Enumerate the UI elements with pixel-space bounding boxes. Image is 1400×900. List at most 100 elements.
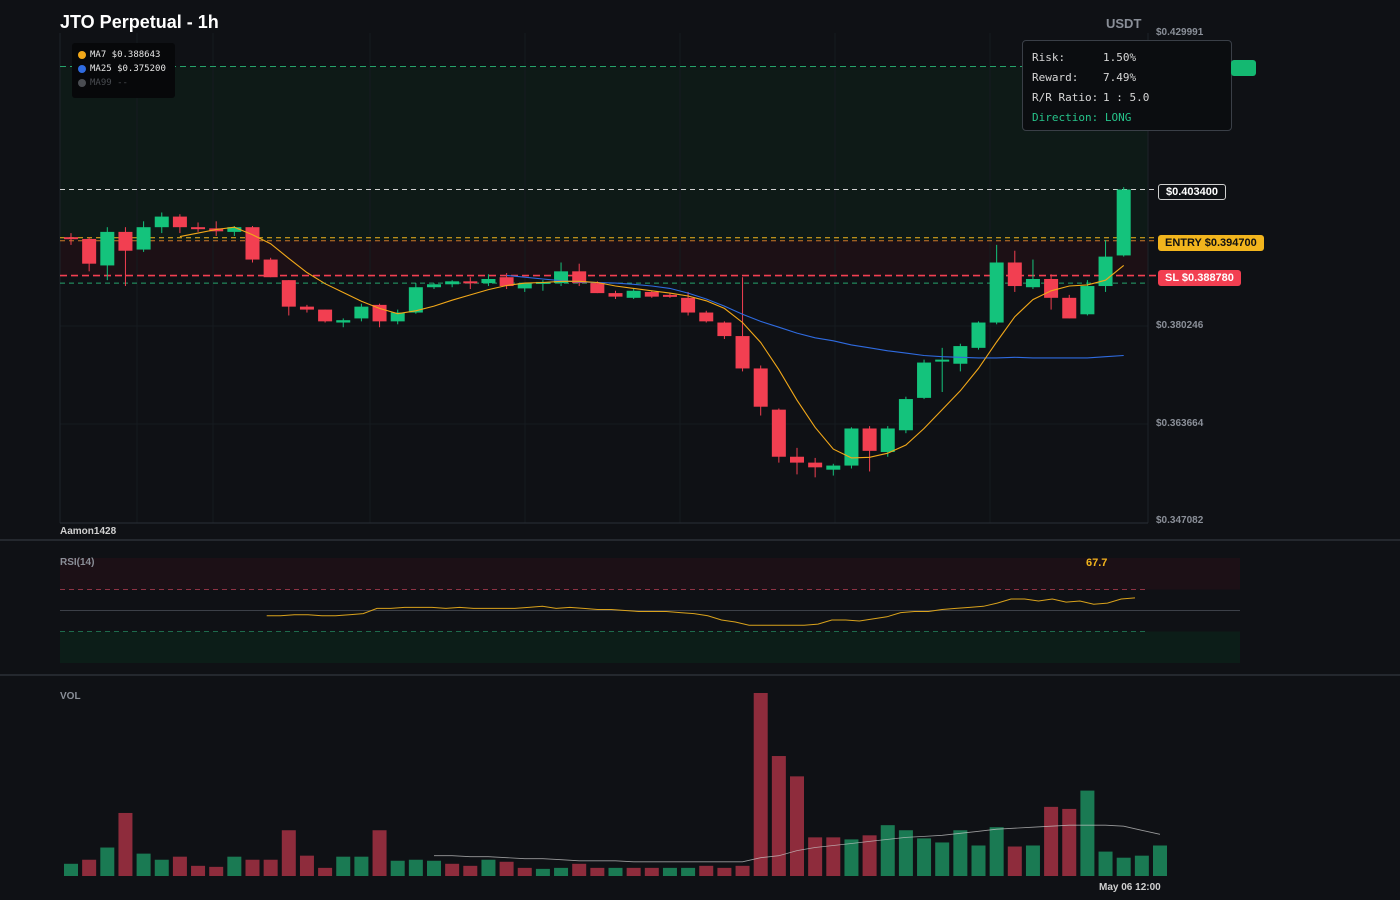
volume-bar: [1025, 845, 1040, 876]
candle-body: [808, 462, 823, 468]
x-tick-label: May 06 12:00: [1099, 882, 1161, 893]
candle-body: [1098, 256, 1113, 287]
legend-ma25: MA25 $0.375200: [78, 62, 175, 76]
volume-bar: [390, 860, 405, 876]
candle-body: [844, 428, 859, 466]
candle-body: [1025, 278, 1040, 288]
volume-bar: [735, 865, 750, 876]
y-tick-label: $0.347082: [1156, 515, 1204, 526]
legend-ma7-label: MA7 $0.388643: [90, 50, 161, 60]
volume-bar: [1153, 845, 1167, 876]
candle-body: [644, 291, 659, 297]
candle-body: [753, 368, 768, 407]
candle-body: [408, 287, 423, 313]
volume-bar: [844, 839, 859, 876]
ma7-dot-icon: [78, 51, 86, 59]
risk-label: Risk:: [1032, 50, 1066, 64]
candle-body: [790, 456, 804, 463]
candle-body: [681, 297, 696, 313]
volume-title: VOL: [60, 691, 81, 702]
candle-body: [880, 428, 895, 453]
volume-bar: [354, 856, 369, 876]
volume-bar: [445, 863, 460, 876]
risk-reward-panel: Risk: 1.50% Reward: 7.49% R/R Ratio: 1 : 5.…: [1022, 40, 1232, 131]
volume-bar: [481, 859, 496, 876]
volume-bar: [898, 830, 913, 876]
candle-body: [771, 409, 786, 457]
candle-body: [154, 216, 169, 228]
volume-bar: [100, 847, 115, 876]
volume-bar: [336, 856, 351, 876]
volume-bar: [808, 837, 823, 876]
volume-bar: [935, 842, 950, 876]
volume-bar: [626, 867, 641, 876]
volume-bar: [1134, 855, 1149, 876]
candle-body: [263, 259, 278, 278]
ma25-dot-icon: [78, 65, 86, 73]
candle-body: [299, 306, 314, 310]
ma99-dot-icon: [78, 79, 86, 87]
volume-bar: [463, 865, 478, 876]
candle-body: [554, 271, 569, 284]
candle-body: [245, 227, 260, 260]
volume-bar: [64, 863, 78, 876]
volume-bar: [917, 838, 932, 876]
take-profit-tag[interactable]: [1231, 60, 1256, 76]
volume-bar: [209, 866, 224, 876]
legend-ma99-label: MA99 --: [90, 78, 128, 88]
rsi-value: 67.7: [1086, 557, 1108, 569]
volume-bar: [227, 856, 242, 876]
volume-bar: [191, 865, 206, 876]
volume-bar: [590, 867, 605, 876]
entry-price-tag[interactable]: ENTRY $0.394700: [1158, 235, 1264, 251]
volume-bar: [771, 756, 786, 876]
candle-body: [1080, 286, 1095, 315]
volume-bar: [681, 867, 696, 876]
legend-ma99: MA99 --: [78, 76, 175, 90]
volume-bar: [608, 867, 623, 876]
candle-body: [717, 322, 732, 337]
candle-body: [735, 336, 750, 369]
y-tick-label: $0.380246: [1156, 320, 1204, 331]
rsi-title: RSI(14): [60, 557, 95, 568]
volume-bar: [971, 845, 986, 876]
stop-loss-tag[interactable]: SL $0.388780: [1158, 270, 1241, 286]
risk-value: 1.50%: [1103, 50, 1137, 64]
candle-body: [1044, 278, 1059, 298]
candle-body: [354, 306, 369, 319]
volume-bar: [1007, 846, 1022, 876]
candle-body: [953, 346, 968, 364]
watermark-username: Aamon1428: [60, 526, 117, 537]
ma25-line: [506, 274, 1124, 359]
candle-body: [445, 281, 460, 285]
candle-body: [590, 283, 605, 294]
candle-body: [1007, 262, 1022, 287]
candle-body: [463, 281, 478, 284]
volume-bar: [154, 859, 169, 876]
volume-bar: [281, 830, 296, 876]
volume-bar: [1098, 851, 1113, 876]
candle-body: [917, 362, 932, 398]
volume-bar: [880, 825, 895, 876]
volume-bar: [554, 867, 569, 876]
candle-body: [336, 320, 351, 323]
reward-value: 7.49%: [1103, 70, 1137, 84]
candle-body: [64, 237, 78, 240]
volume-bar: [172, 856, 187, 876]
candle-body: [935, 359, 950, 362]
volume-bar: [826, 837, 841, 876]
candle-body: [118, 231, 133, 251]
volume-bar: [790, 776, 804, 876]
candle-body: [318, 309, 333, 322]
volume-bar: [408, 859, 423, 876]
candle-body: [989, 262, 1004, 323]
candle-body: [608, 293, 623, 297]
currency-label: USDT: [1106, 16, 1142, 31]
volume-bars-group: [64, 693, 1167, 876]
y-tick-label: $0.429991: [1156, 27, 1204, 38]
volume-bar: [245, 859, 260, 876]
volume-bar: [989, 827, 1004, 876]
volume-bar: [535, 868, 550, 876]
candle-body: [427, 284, 441, 288]
